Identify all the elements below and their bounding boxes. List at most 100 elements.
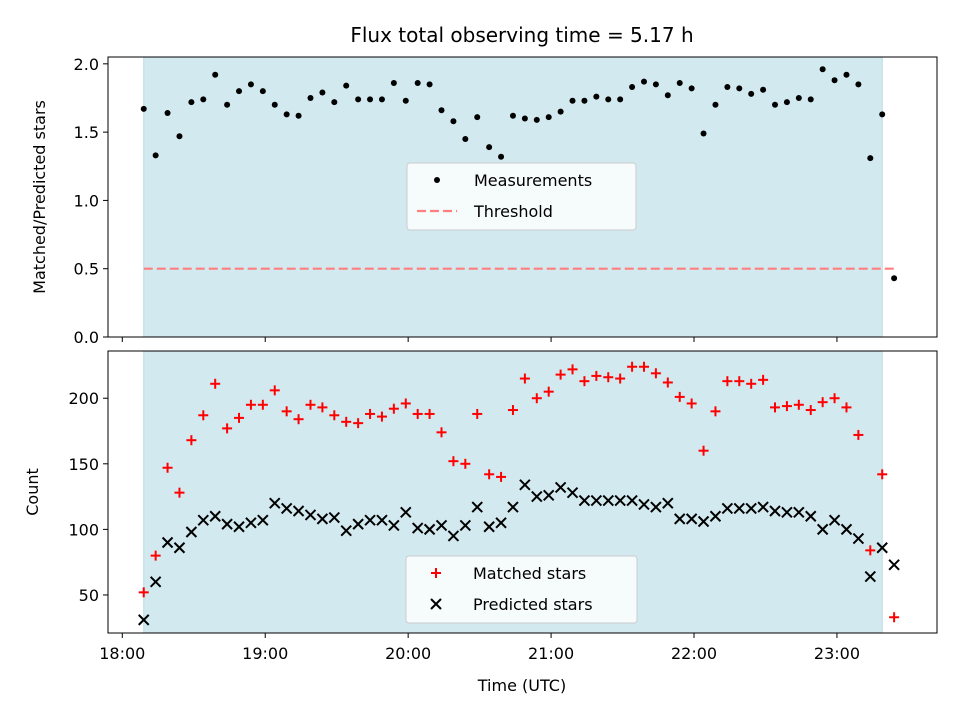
- predicted-stars-point: [233, 521, 245, 533]
- measurements-point: [259, 88, 266, 95]
- measurements-point: [331, 99, 338, 106]
- x-stroke: [173, 542, 186, 554]
- x-stroke: [245, 517, 257, 529]
- measurements-point: [450, 118, 457, 125]
- x-stroke: [495, 517, 507, 529]
- matched-stars-point: [376, 411, 387, 422]
- matched-stars-point: [448, 456, 459, 467]
- matched-stars-point: [210, 378, 221, 389]
- matched-stars-point: [484, 469, 495, 480]
- matched-stars-point: [531, 393, 542, 404]
- predicted-stars-point: [578, 494, 591, 507]
- predicted-stars-point: [816, 523, 829, 536]
- x-stroke: [507, 501, 519, 513]
- predicted-stars-point: [209, 510, 221, 522]
- predicted-stars-point: [542, 489, 555, 501]
- x-stroke: [614, 494, 626, 507]
- predicted-stars-point: [781, 506, 793, 519]
- y-axis-label: Count: [23, 468, 42, 516]
- measurements-point: [891, 275, 898, 282]
- x-stroke: [304, 509, 317, 521]
- matched-stars-point: [162, 462, 173, 473]
- x-stroke: [697, 515, 710, 528]
- x-stroke: [483, 521, 495, 533]
- measurements-point: [486, 144, 493, 151]
- x-stroke: [816, 523, 829, 536]
- x-axis-label: Time (UTC): [477, 676, 566, 695]
- predicted-stars-point: [697, 515, 710, 528]
- predicted-stars-point: [709, 510, 722, 522]
- predicted-stars-point: [197, 514, 209, 526]
- predicted-stars-point: [888, 559, 900, 571]
- matched-stars-point: [198, 410, 209, 421]
- predicted-stars-point: [411, 522, 424, 534]
- legend-label: Predicted stars: [473, 595, 593, 614]
- predicted-stars-point: [495, 517, 507, 529]
- legend-label: Measurements: [474, 171, 592, 190]
- x-stroke: [340, 524, 352, 537]
- measurements-point: [819, 66, 826, 73]
- x-tick-label: 20:00: [385, 644, 431, 663]
- x-stroke: [161, 536, 174, 549]
- measurements-point: [640, 78, 647, 85]
- x-stroke: [435, 519, 448, 532]
- x-stroke: [209, 510, 221, 522]
- x-stroke: [888, 559, 900, 571]
- measurements-point: [593, 93, 600, 100]
- predicted-stars-point: [304, 509, 317, 521]
- measurements-point: [867, 155, 874, 162]
- x-stroke: [388, 519, 400, 532]
- matched-stars-point: [793, 399, 804, 410]
- matched-stars-point: [543, 386, 554, 397]
- predicted-stars-point: [376, 514, 388, 526]
- matched-stars-point: [674, 391, 685, 402]
- measurements-point: [629, 84, 636, 91]
- matched-stars-point: [889, 612, 900, 623]
- x-stroke: [197, 514, 209, 526]
- x-stroke: [292, 505, 305, 517]
- predicted-stars-point: [423, 523, 436, 536]
- y-tick-label: 100: [68, 520, 99, 539]
- measurements-point: [533, 116, 540, 123]
- predicted-stars-point: [221, 518, 233, 530]
- predicted-stars-point: [638, 498, 650, 511]
- measurements-point: [176, 133, 183, 140]
- measurements-point: [140, 105, 147, 112]
- measurements-point: [390, 79, 397, 86]
- predicted-stars-point: [757, 501, 769, 513]
- predicted-stars-point: [459, 519, 472, 532]
- predicted-stars-point: [793, 506, 805, 519]
- matched-stars-point: [257, 399, 268, 410]
- matched-stars-point: [710, 406, 721, 417]
- x-stroke: [626, 494, 638, 507]
- x-stroke: [316, 513, 329, 525]
- measurements-point: [652, 81, 659, 88]
- matched-stars-point: [615, 373, 626, 384]
- matched-stars-point: [555, 369, 566, 380]
- matched-stars-point: [579, 376, 590, 387]
- predicted-stars-point: [590, 494, 603, 507]
- predicted-stars-point: [745, 502, 757, 515]
- matched-stars-point: [424, 408, 435, 419]
- matched-stars-point: [865, 545, 876, 556]
- legend-label: Matched stars: [473, 564, 586, 583]
- matched-stars-point: [436, 427, 447, 438]
- predicted-stars-point: [471, 501, 483, 513]
- x-stroke: [280, 502, 293, 515]
- predicted-stars-point: [447, 530, 460, 542]
- matched-stars-point: [781, 401, 792, 412]
- measurements-point: [307, 94, 314, 101]
- predicted-stars-point: [864, 570, 877, 583]
- top-panel: 0.0 0.5 1.0 1.5 2.0 Matched/Predicted stars Me…: [30, 55, 938, 347]
- predicted-stars-point: [840, 523, 853, 536]
- predicted-stars-point: [531, 490, 543, 503]
- measurements-point: [772, 101, 779, 108]
- matched-stars-point: [234, 412, 245, 423]
- matched-stars-point: [412, 408, 423, 419]
- x-stroke: [257, 514, 269, 526]
- measurements-point: [152, 152, 159, 159]
- x-stroke: [447, 530, 460, 542]
- matched-stars-point: [245, 399, 256, 410]
- predicted-stars-point: [173, 542, 186, 554]
- measurements-point: [748, 90, 755, 97]
